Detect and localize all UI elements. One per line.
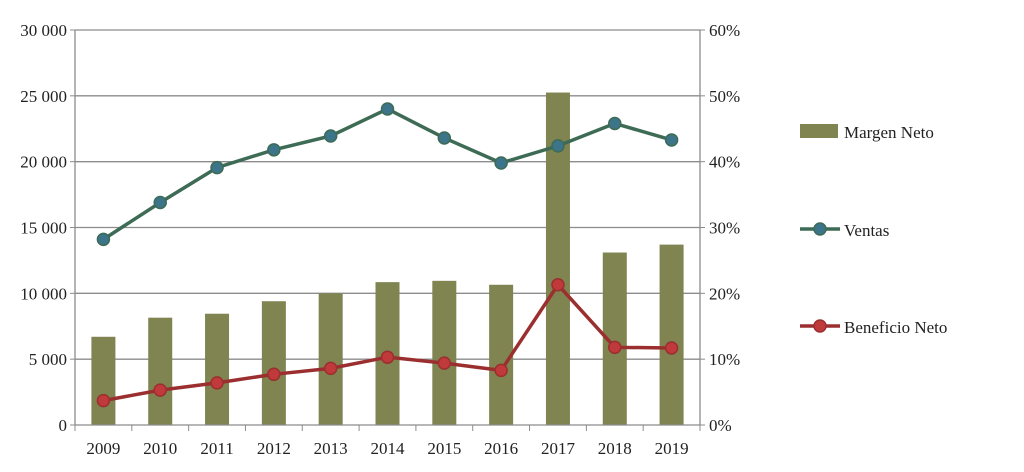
bar-margen-neto xyxy=(205,313,230,425)
point-ventas xyxy=(323,129,338,143)
point-ventas xyxy=(608,116,622,131)
line-ventas xyxy=(102,107,673,241)
point-beneficio-neto xyxy=(153,383,167,397)
left-tick-label: 30 000 xyxy=(20,21,67,40)
bar-margen-neto xyxy=(659,244,684,425)
left-tick-label: 10 000 xyxy=(20,284,67,303)
legend-label-beneficio-neto: Beneficio Neto xyxy=(844,318,947,337)
bar-margen-neto xyxy=(148,317,173,425)
right-tick-label: 30% xyxy=(709,219,740,238)
point-ventas xyxy=(437,131,452,145)
point-beneficio-neto xyxy=(664,341,679,355)
right-tick-label: 0% xyxy=(709,416,732,435)
point-beneficio-neto xyxy=(494,363,508,378)
point-beneficio-neto xyxy=(380,350,395,364)
x-tick-label: 2011 xyxy=(200,439,233,458)
right-tick-label: 60% xyxy=(709,21,740,40)
x-tick-label: 2017 xyxy=(541,439,576,458)
point-ventas xyxy=(210,160,224,175)
legend-marker-ventas xyxy=(813,222,827,236)
bar-margen-neto xyxy=(432,280,457,425)
right-tick-label: 20% xyxy=(709,284,740,303)
x-tick-label: 2009 xyxy=(86,439,120,458)
right-tick-label: 40% xyxy=(709,153,740,172)
x-tick-label: 2012 xyxy=(257,439,291,458)
point-beneficio-neto xyxy=(551,278,565,292)
point-ventas xyxy=(380,102,395,116)
point-beneficio-neto xyxy=(323,361,338,376)
point-ventas xyxy=(494,156,508,170)
legend-swatch-margen-neto xyxy=(800,124,838,138)
bar-margen-neto xyxy=(91,336,116,425)
left-tick-label: 20 000 xyxy=(20,153,67,172)
point-ventas xyxy=(153,195,167,210)
x-tick-label: 2016 xyxy=(484,439,518,458)
legend-label-margen-neto: Margen Neto xyxy=(844,123,934,142)
left-tick-label: 25 000 xyxy=(20,87,67,106)
x-tick-label: 2019 xyxy=(655,439,689,458)
point-ventas xyxy=(551,139,565,153)
x-tick-label: 2013 xyxy=(314,439,348,458)
x-tick-label: 2014 xyxy=(371,439,406,458)
bar-margen-neto xyxy=(489,284,514,425)
bar-margen-neto xyxy=(261,301,286,425)
left-tick-label: 0 xyxy=(59,416,68,435)
point-ventas xyxy=(267,143,281,157)
legend-label-ventas: Ventas xyxy=(844,221,889,240)
legend-marker-beneficio-neto xyxy=(813,319,827,333)
point-beneficio-neto xyxy=(96,393,111,408)
x-tick-label: 2010 xyxy=(143,439,177,458)
point-beneficio-neto xyxy=(267,367,281,382)
left-tick-label: 15 000 xyxy=(20,219,67,238)
point-ventas xyxy=(664,133,679,147)
left-tick-label: 5 000 xyxy=(29,350,67,369)
point-beneficio-neto xyxy=(437,356,452,370)
right-tick-label: 10% xyxy=(709,350,740,369)
x-tick-label: 2018 xyxy=(598,439,632,458)
bar-margen-neto xyxy=(318,293,343,425)
x-tick-label: 2015 xyxy=(427,439,461,458)
right-tick-label: 50% xyxy=(709,87,740,106)
point-beneficio-neto xyxy=(210,376,224,390)
point-beneficio-neto xyxy=(608,340,622,355)
point-ventas xyxy=(96,232,111,247)
